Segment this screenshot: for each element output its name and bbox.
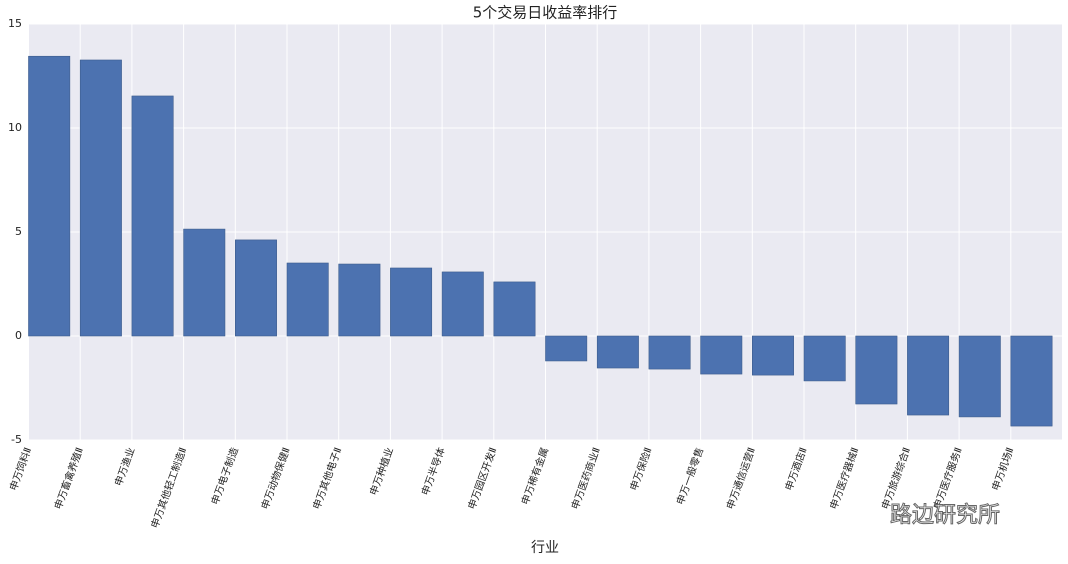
bar	[596, 335, 639, 369]
y-tick-label: -5	[11, 433, 22, 446]
y-tick-label: 15	[8, 17, 22, 30]
x-tick-label: 申万种植业	[367, 446, 396, 497]
x-tick-label: 申万通信运营Ⅱ	[724, 446, 758, 511]
x-tick-label: 申万饲料Ⅱ	[7, 446, 35, 493]
bar	[545, 335, 588, 362]
bar	[183, 228, 226, 337]
bar	[79, 59, 122, 337]
x-tick-label: 申万旅游综合Ⅱ	[879, 446, 913, 511]
bar	[700, 335, 743, 375]
y-tick-label: 0	[15, 329, 22, 342]
watermark: 路边研究所	[890, 503, 1000, 528]
bar	[390, 267, 433, 337]
bar	[1010, 335, 1053, 427]
x-tick-label: 申万一般零售	[674, 446, 707, 507]
bar	[803, 335, 846, 382]
x-tick-label: 申万园区开发Ⅱ	[465, 446, 499, 511]
bar	[907, 335, 950, 416]
x-axis-label: 行业	[531, 540, 559, 556]
x-tick-label: 申万动物保健Ⅱ	[258, 446, 292, 511]
bar	[28, 55, 71, 337]
bar	[131, 95, 174, 337]
x-tick-label: 申万其他轻工制造Ⅱ	[148, 446, 189, 530]
x-tick-label: 申万酒店Ⅱ	[782, 446, 810, 493]
bar	[958, 335, 1001, 418]
x-tick-label: 申万机场Ⅱ	[989, 446, 1017, 493]
x-tick-label: 申万医药商业Ⅱ	[568, 446, 602, 511]
y-tick-label: 5	[15, 225, 22, 238]
y-tick-label: 10	[8, 121, 22, 134]
bar	[855, 335, 898, 405]
chart-title: 5个交易日收益率排行	[473, 4, 618, 22]
x-tick-label: 申万医疗服务Ⅱ	[930, 446, 964, 511]
bar	[235, 239, 277, 337]
x-tick-label: 申万稀有金属	[518, 446, 551, 507]
x-tick-label: 申万渔业	[112, 446, 138, 488]
bar	[648, 335, 691, 370]
x-tick-label: 申万半导体	[418, 446, 447, 497]
x-tick-label: 申万畜禽养殖Ⅱ	[51, 446, 85, 511]
x-tick-label: 申万其他电子Ⅱ	[310, 446, 344, 511]
bar	[751, 335, 794, 376]
bar	[441, 271, 484, 337]
bar	[286, 262, 329, 337]
x-tick-label: 申万电子制造	[208, 446, 241, 507]
bar	[338, 263, 381, 337]
x-tick-label: 申万保险Ⅱ	[627, 446, 655, 493]
x-tick-label: 申万医疗器械Ⅱ	[827, 446, 861, 511]
bar	[493, 281, 536, 337]
